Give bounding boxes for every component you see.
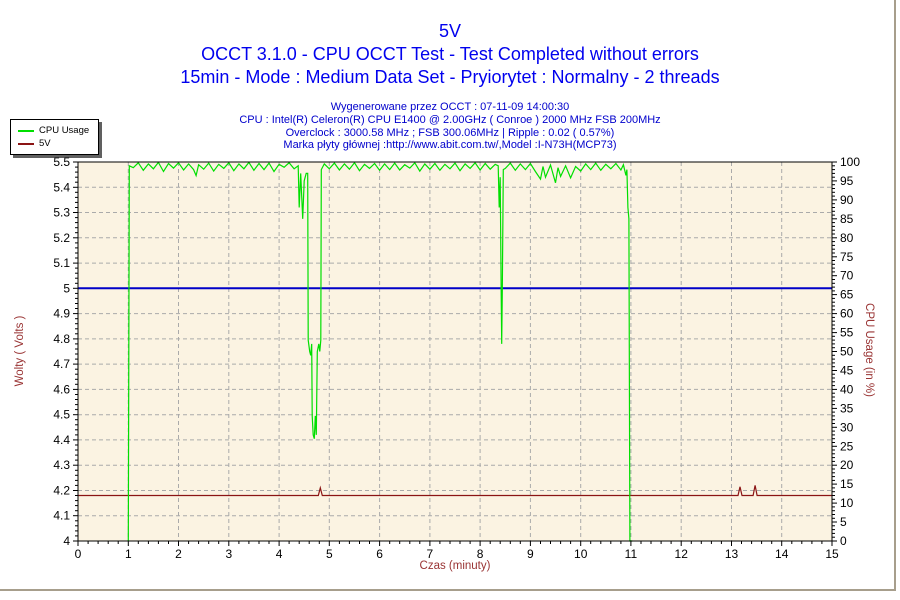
svg-text:4.4: 4.4 bbox=[53, 433, 70, 447]
svg-text:75: 75 bbox=[840, 250, 854, 264]
svg-text:5.4: 5.4 bbox=[53, 180, 70, 194]
svg-text:95: 95 bbox=[840, 174, 854, 188]
svg-text:5.5: 5.5 bbox=[53, 155, 70, 169]
series-cpu-usage bbox=[127, 161, 633, 542]
info-generated: Wygenerowane przez OCCT : 07-11-09 14:00… bbox=[330, 101, 570, 113]
svg-text:5.1: 5.1 bbox=[53, 256, 70, 270]
svg-text:70: 70 bbox=[840, 269, 854, 283]
svg-text:7: 7 bbox=[427, 547, 434, 561]
legend-label-5v: 5V bbox=[39, 138, 51, 149]
5v-line-swatch bbox=[18, 142, 34, 145]
svg-text:4.6: 4.6 bbox=[53, 382, 70, 396]
svg-text:14: 14 bbox=[775, 547, 789, 561]
svg-text:13: 13 bbox=[725, 547, 739, 561]
svg-text:1: 1 bbox=[125, 547, 132, 561]
plot-background bbox=[78, 162, 832, 541]
info-overclock: Overclock : 3000.58 MHz ; FSB 300.06MHz … bbox=[285, 126, 615, 139]
svg-text:4.1: 4.1 bbox=[53, 509, 70, 523]
chart-title: 5V bbox=[438, 21, 462, 41]
svg-text:4: 4 bbox=[276, 547, 283, 561]
info-motherboard: Marka płyty głównej :http://www.abit.com… bbox=[283, 139, 617, 152]
chart-subtitle-mode: 15min - Mode : Medium Data Set - Pryiory… bbox=[180, 67, 720, 87]
right-axis-tick-labels: 1009590858075706560555045403530252015105… bbox=[840, 155, 860, 548]
svg-text:4.8: 4.8 bbox=[53, 332, 70, 346]
legend-item-5v: 5V bbox=[18, 137, 89, 150]
legend-label-cpu-usage: CPU Usage bbox=[39, 125, 90, 136]
svg-text:20: 20 bbox=[840, 458, 854, 472]
series-5v bbox=[78, 485, 832, 497]
svg-text:12: 12 bbox=[675, 547, 689, 561]
svg-text:5: 5 bbox=[840, 515, 847, 529]
chart-header: 5V OCCT 3.1.0 - CPU OCCT Test - Test Com… bbox=[0, 20, 900, 89]
svg-text:15: 15 bbox=[825, 547, 839, 561]
x-axis-title: Czas (minuty) bbox=[419, 560, 491, 572]
svg-text:4.5: 4.5 bbox=[53, 408, 70, 422]
svg-text:15: 15 bbox=[840, 477, 854, 491]
system-info-block: Wygenerowane przez OCCT : 07-11-09 14:00… bbox=[0, 101, 900, 152]
svg-text:8: 8 bbox=[477, 547, 484, 561]
legend: CPU Usage 5V bbox=[10, 119, 100, 155]
svg-text:10: 10 bbox=[840, 496, 854, 510]
svg-text:2: 2 bbox=[175, 547, 182, 561]
svg-text:25: 25 bbox=[840, 439, 854, 453]
svg-text:60: 60 bbox=[840, 307, 854, 321]
window-bottom-edge bbox=[0, 589, 896, 591]
svg-text:5: 5 bbox=[326, 547, 333, 561]
svg-text:6: 6 bbox=[376, 547, 383, 561]
legend-item-cpu-usage: CPU Usage bbox=[18, 124, 89, 137]
svg-text:5.3: 5.3 bbox=[53, 206, 70, 220]
svg-text:10: 10 bbox=[574, 547, 588, 561]
axis-ticks bbox=[73, 161, 837, 546]
svg-text:85: 85 bbox=[840, 212, 854, 226]
x-axis-tick-labels: 0 1 2 3 4 5 6 7 8 9 10 11 12 13 14 15 bbox=[75, 547, 839, 561]
svg-text:35: 35 bbox=[840, 401, 854, 415]
svg-text:4.2: 4.2 bbox=[53, 484, 70, 498]
svg-text:50: 50 bbox=[840, 345, 854, 359]
svg-text:11: 11 bbox=[625, 547, 638, 561]
svg-text:40: 40 bbox=[840, 382, 854, 396]
svg-text:30: 30 bbox=[840, 420, 854, 434]
svg-text:5: 5 bbox=[63, 281, 70, 295]
window-right-edge bbox=[894, 0, 896, 591]
cpu-usage-line-swatch bbox=[18, 129, 34, 132]
svg-text:100: 100 bbox=[840, 155, 860, 169]
left-axis-title: Wolty ( Volts ) bbox=[14, 315, 26, 387]
svg-text:80: 80 bbox=[840, 231, 854, 245]
svg-text:4.3: 4.3 bbox=[53, 458, 70, 472]
svg-text:5.2: 5.2 bbox=[53, 231, 70, 245]
right-axis-title: CPU Usage (in %) bbox=[863, 303, 875, 397]
svg-text:45: 45 bbox=[840, 364, 854, 378]
svg-text:9: 9 bbox=[527, 547, 534, 561]
svg-text:4.9: 4.9 bbox=[53, 307, 70, 321]
left-axis-tick-labels: 5.5 5.4 5.3 5.2 5.1 5 4.9 4.8 4.7 4.6 4.5 4.4 4.3 4.2… bbox=[53, 155, 70, 548]
svg-text:3: 3 bbox=[225, 547, 232, 561]
svg-text:0: 0 bbox=[840, 534, 847, 548]
svg-text:4.7: 4.7 bbox=[53, 357, 70, 371]
svg-text:65: 65 bbox=[840, 288, 854, 302]
svg-text:90: 90 bbox=[840, 193, 854, 207]
info-cpu: CPU : Intel(R) Celeron(R) CPU E1400 @ 2.… bbox=[239, 113, 661, 126]
svg-text:55: 55 bbox=[840, 326, 854, 340]
svg-text:0: 0 bbox=[75, 547, 82, 561]
chart-subtitle-test: OCCT 3.1.0 - CPU OCCT Test - Test Comple… bbox=[201, 44, 699, 64]
svg-text:4: 4 bbox=[63, 534, 70, 548]
